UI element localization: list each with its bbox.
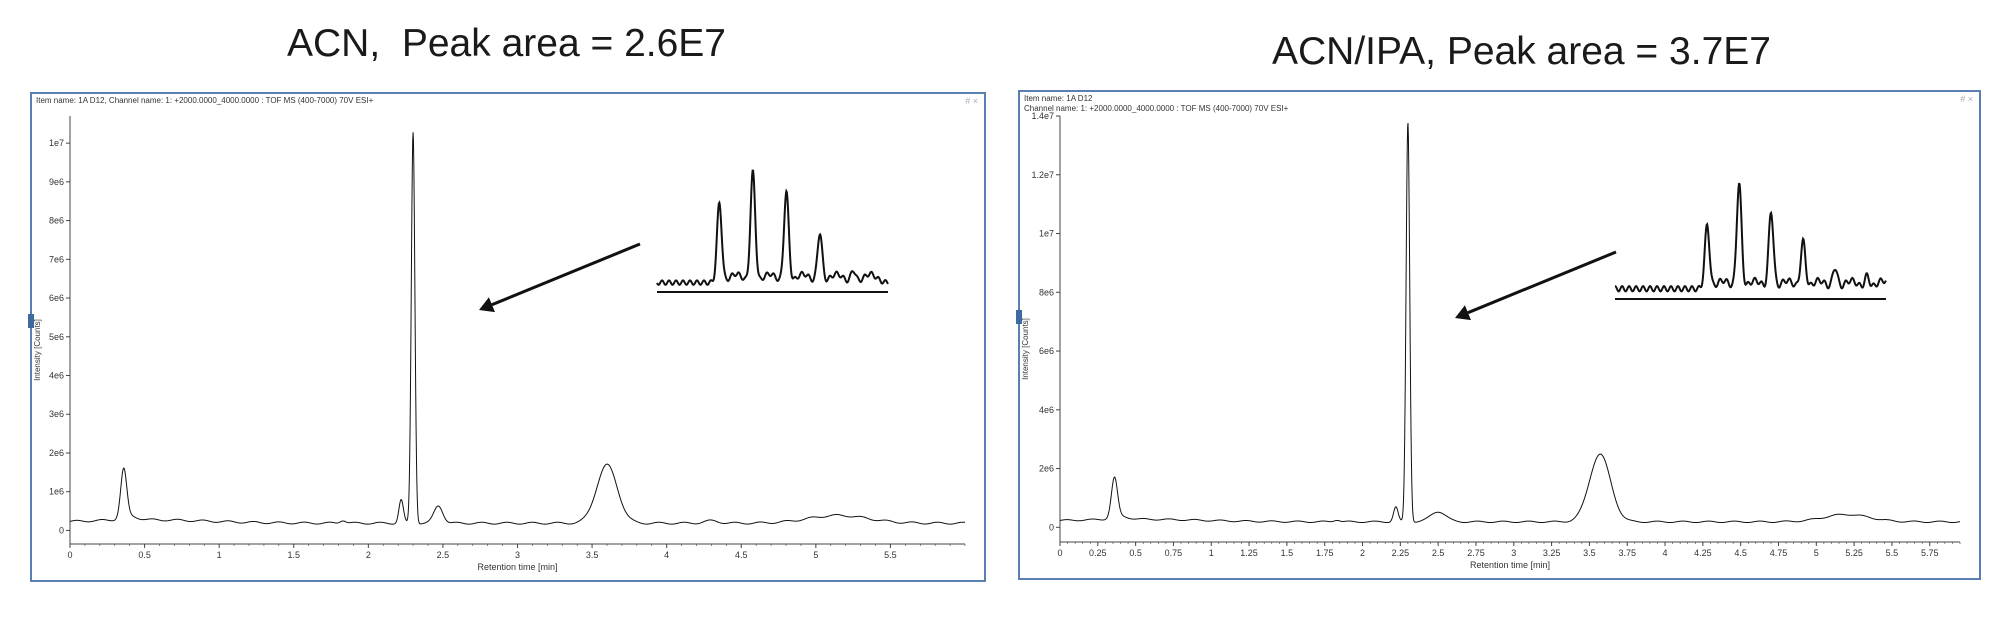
x-tick-label: 4 [664, 550, 669, 560]
x-tick-label: 5 [1814, 548, 1819, 558]
chart-title-right: ACN/IPA, Peak area = 3.7E7 [1272, 30, 1771, 73]
x-tick-label: 4.75 [1770, 548, 1788, 558]
x-tick-label: 4.5 [1734, 548, 1747, 558]
x-tick-label: 1.5 [287, 550, 300, 560]
window-controls[interactable]: # × [965, 96, 978, 106]
x-tick-label: 5.25 [1845, 548, 1863, 558]
chromatogram-panel-right: Item name: 1A D12 Channel name: 1: +2000.… [1016, 90, 1981, 580]
chromatogram-trace [69, 132, 966, 525]
y-tick-label: 4e6 [1039, 405, 1054, 415]
x-tick-label: 0.25 [1089, 548, 1107, 558]
x-tick-label: 0.5 [1129, 548, 1142, 558]
inset-peak-trace [656, 169, 889, 286]
x-tick-label: 4.25 [1694, 548, 1712, 558]
y-tick-label: 8e6 [1039, 287, 1054, 297]
channel-name-label: Channel name: 1: +2000.0000_4000.0000 : … [1024, 104, 1289, 113]
y-tick-label: 1e7 [1039, 229, 1054, 239]
y-tick-label: 5e6 [49, 332, 64, 342]
item-name-label: Item name: 1A D12, Channel name: 1: +200… [36, 96, 374, 105]
x-tick-label: 0 [1057, 548, 1062, 558]
x-tick-label: 1.75 [1316, 548, 1334, 558]
x-tick-label: 2 [366, 550, 371, 560]
y-tick-label: 0 [1049, 522, 1054, 532]
x-tick-label: 5.5 [884, 550, 897, 560]
x-tick-label: 1.25 [1240, 548, 1258, 558]
inset-peak-trace [1614, 182, 1887, 293]
y-tick-label: 1.4e7 [1031, 111, 1054, 121]
x-tick-label: 2.5 [1432, 548, 1445, 558]
chromatogram-plot-left: 0 0.5 1 1.5 2 2.5 3 3.5 4 4.5 5 5.5 0 1e6 2e6 3e6 4e6 5e6… [33, 116, 966, 572]
y-tick-label: 4e6 [49, 371, 64, 381]
x-tick-label: 3.5 [586, 550, 599, 560]
arrow-head [1455, 305, 1471, 321]
item-name-label: Item name: 1A D12 [1024, 94, 1093, 103]
x-tick-label: 4 [1663, 548, 1668, 558]
x-tick-label: 4.5 [735, 550, 748, 560]
chart-title-left: ACN, Peak area = 2.6E7 [287, 22, 726, 65]
y-tick-label: 1.2e7 [1031, 170, 1054, 180]
chromatogram-panel-left: Item name: 1A D12, Channel name: 1: +200… [28, 92, 986, 582]
x-tick-label: 5.5 [1886, 548, 1899, 558]
y-tick-label: 2e6 [49, 448, 64, 458]
panel-header: Item name: 1A D12, Channel name: 1: +200… [36, 96, 373, 106]
x-tick-label: 1 [1209, 548, 1214, 558]
side-tab-handle[interactable] [28, 314, 34, 328]
x-tick-label: 0.75 [1165, 548, 1183, 558]
x-tick-label: 3.5 [1583, 548, 1596, 558]
x-tick-label: 2.25 [1392, 548, 1410, 558]
chromatogram-trace [1059, 123, 1961, 524]
x-tick-label: 0.5 [138, 550, 151, 560]
y-tick-label: 1e6 [49, 487, 64, 497]
arrow-line [1467, 250, 1617, 315]
y-tick-label: 8e6 [49, 216, 64, 226]
x-tick-label: 3.75 [1618, 548, 1636, 558]
x-tick-label: 1 [217, 550, 222, 560]
y-tick-label: 3e6 [49, 409, 64, 419]
x-axis-label: Retention time [min] [1470, 560, 1550, 570]
x-tick-label: 2.75 [1467, 548, 1485, 558]
x-tick-label: 5.75 [1921, 548, 1939, 558]
arrow-line [491, 242, 641, 307]
y-axis-label: Intensity [Counts] [1021, 318, 1030, 380]
y-tick-label: 7e6 [49, 254, 64, 264]
y-tick-label: 0 [59, 525, 64, 535]
arrow-head [479, 297, 495, 313]
y-tick-label: 6e6 [1039, 346, 1054, 356]
x-axis-label: Retention time [min] [477, 562, 557, 572]
x-tick-label: 2 [1360, 548, 1365, 558]
chromatogram-plot-right: 0 0.25 0.5 0.75 1 1.25 1.5 1.75 2 2.25 2.5 2.75 3 3.2… [1021, 111, 1961, 570]
x-tick-label: 2.5 [437, 550, 450, 560]
y-tick-label: 6e6 [49, 293, 64, 303]
x-tick-label: 0 [67, 550, 72, 560]
x-tick-label: 3 [1511, 548, 1516, 558]
x-tick-label: 5 [813, 550, 818, 560]
y-tick-label: 9e6 [49, 177, 64, 187]
x-tick-label: 3.25 [1543, 548, 1561, 558]
y-axis-label: Intensity [Counts] [33, 319, 42, 381]
side-tab-handle[interactable] [1016, 310, 1022, 324]
window-controls[interactable]: # × [1960, 94, 1973, 104]
x-tick-label: 1.5 [1281, 548, 1294, 558]
y-tick-label: 1e7 [49, 138, 64, 148]
x-tick-label: 3 [515, 550, 520, 560]
y-tick-label: 2e6 [1039, 464, 1054, 474]
panel-header: Item name: 1A D12 Channel name: 1: +2000.… [1024, 94, 1288, 114]
